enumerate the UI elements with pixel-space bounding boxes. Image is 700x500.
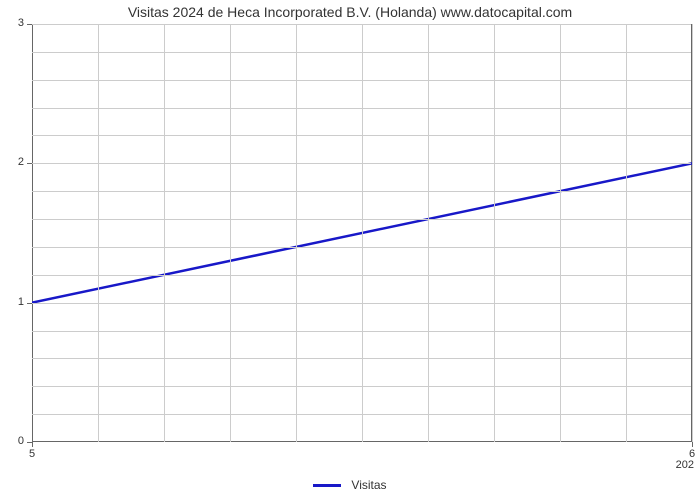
gridline-vertical [230,24,231,442]
gridline-horizontal [32,24,691,25]
line-chart: Visitas 2024 de Heca Incorporated B.V. (… [0,0,700,500]
gridline-horizontal [32,135,691,136]
x-tick-label: 5 [17,448,47,460]
y-tick-mark [27,163,32,164]
corner-label: 202 [676,459,694,471]
y-tick-mark [27,24,32,25]
gridline-vertical [164,24,165,442]
gridline-horizontal [32,414,691,415]
y-tick-mark [27,303,32,304]
gridline-vertical [362,24,363,442]
legend-swatch [313,484,341,487]
gridline-horizontal [32,52,691,53]
gridline-horizontal [32,191,691,192]
gridline-horizontal [32,386,691,387]
chart-legend: Visitas [0,478,700,492]
gridline-horizontal [32,275,691,276]
x-tick-label: 6 [677,448,700,460]
y-tick-label: 3 [4,17,24,29]
y-tick-label: 2 [4,156,24,168]
gridline-horizontal [32,331,691,332]
y-axis-line [32,24,33,442]
gridline-vertical [296,24,297,442]
gridline-vertical [494,24,495,442]
gridline-vertical [692,24,693,442]
gridline-horizontal [32,303,691,304]
gridline-horizontal [32,219,691,220]
x-tick-mark [692,442,693,447]
gridline-horizontal [32,358,691,359]
gridline-horizontal [32,108,691,109]
gridline-horizontal [32,247,691,248]
gridline-vertical [428,24,429,442]
gridline-vertical [626,24,627,442]
legend-label: Visitas [351,478,386,492]
y-tick-label: 1 [4,296,24,308]
chart-title: Visitas 2024 de Heca Incorporated B.V. (… [0,4,700,20]
x-tick-mark [32,442,33,447]
plot-area [32,24,692,442]
y-tick-label: 0 [4,435,24,447]
gridline-vertical [98,24,99,442]
gridline-horizontal [32,163,691,164]
gridline-vertical [560,24,561,442]
gridline-horizontal [32,80,691,81]
